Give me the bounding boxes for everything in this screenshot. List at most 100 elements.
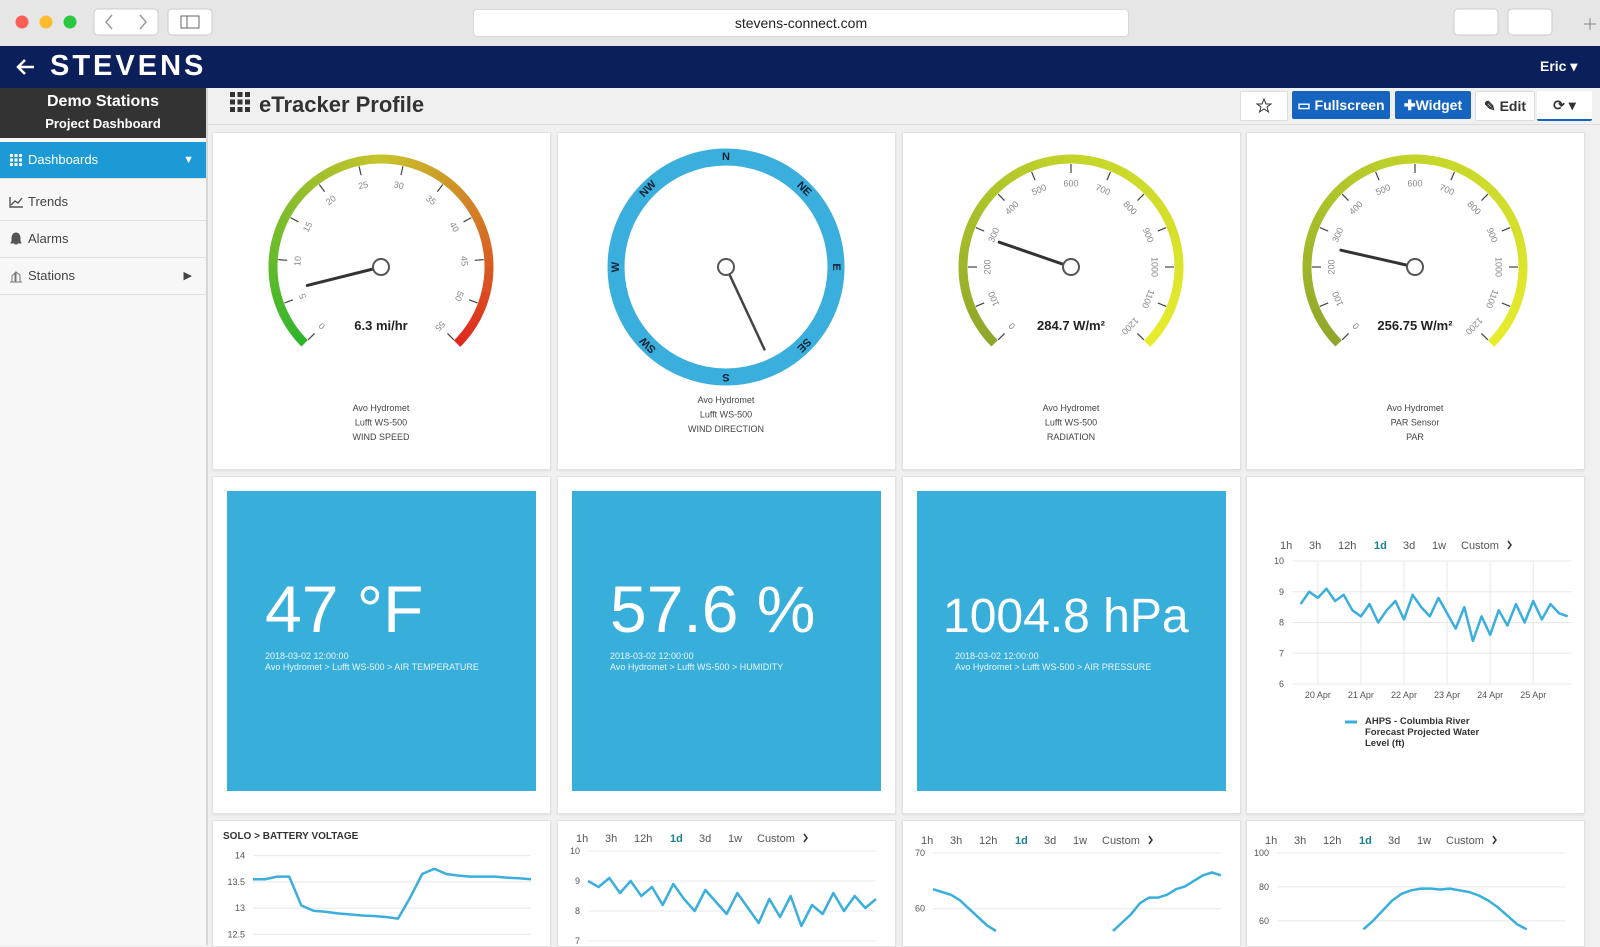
- gauge-arc: [340, 164, 348, 167]
- gauge-tick: [278, 260, 287, 261]
- tile-timestamp: 2018-03-02 12:00:00: [610, 651, 694, 661]
- add-widget-button[interactable]: ✚Widget: [1395, 91, 1471, 119]
- nav-alarms[interactable]: Alarms: [0, 221, 206, 258]
- gauge-arc: [1511, 218, 1515, 226]
- source-line: Lufft WS-500: [1045, 418, 1097, 428]
- range-option[interactable]: 3h: [950, 835, 962, 847]
- nav-trends[interactable]: Trends: [0, 184, 206, 221]
- back-icon[interactable]: [14, 56, 38, 78]
- range-option[interactable]: 1d: [670, 833, 683, 845]
- gauge-arc: [486, 242, 488, 251]
- gauge-tick: [1032, 172, 1035, 180]
- data-line: [253, 869, 531, 919]
- range-option[interactable]: 1w: [1432, 540, 1446, 552]
- gauge-arc: [325, 171, 333, 175]
- gauge-arc: [968, 300, 971, 308]
- refresh-button[interactable]: ⟳ ▾: [1537, 91, 1592, 121]
- gauge-arc: [1497, 330, 1503, 337]
- range-option[interactable]: 12h: [1338, 540, 1356, 552]
- range-option[interactable]: 3h: [605, 833, 617, 845]
- x-tick-label: 25 Apr: [1520, 690, 1546, 700]
- gauge-arc: [1171, 226, 1174, 234]
- source-line: Avo Hydromet: [1387, 403, 1444, 413]
- compass-needle: [726, 267, 765, 350]
- range-option[interactable]: Custom: [757, 833, 795, 845]
- gauge-tick: [469, 300, 477, 303]
- gauge-tick: [1137, 333, 1143, 339]
- fullscreen-button[interactable]: ▭ Fullscreen: [1292, 91, 1390, 119]
- gauge-arc: [364, 159, 373, 160]
- range-option[interactable]: 1d: [1359, 835, 1372, 847]
- gauge-tick-label: 25: [357, 179, 369, 191]
- gauge-tick: [1502, 228, 1510, 231]
- range-option[interactable]: 1d: [1015, 835, 1028, 847]
- range-option[interactable]: 12h: [1323, 835, 1341, 847]
- gauge-arc: [1345, 179, 1352, 184]
- gauge-needle: [1341, 250, 1415, 267]
- gauge-arc: [1015, 171, 1023, 175]
- gauge-arc: [1359, 171, 1367, 175]
- range-option[interactable]: Custom: [1461, 540, 1499, 552]
- range-option[interactable]: Custom: [1102, 835, 1140, 847]
- range-option[interactable]: 1w: [1073, 835, 1087, 847]
- gauge-arc: [1001, 179, 1008, 184]
- y-tick-label: 9: [575, 876, 580, 886]
- range-option[interactable]: 1h: [921, 835, 933, 847]
- user-menu[interactable]: Eric ▾: [1540, 58, 1577, 75]
- gauge-arc: [968, 225, 971, 233]
- source-line: PAR: [1406, 432, 1424, 442]
- gauge-arc: [274, 241, 276, 250]
- range-option[interactable]: 1w: [1417, 835, 1431, 847]
- x-tick-label: 23 Apr: [1434, 690, 1460, 700]
- range-option[interactable]: 12h: [634, 833, 652, 845]
- gauge-arc: [964, 283, 966, 292]
- range-option[interactable]: 3h: [1294, 835, 1306, 847]
- project-title: Demo Stations: [0, 93, 206, 111]
- range-option[interactable]: 3d: [1388, 835, 1400, 847]
- range-option[interactable]: 12h: [979, 835, 997, 847]
- range-option[interactable]: 1h: [1265, 835, 1277, 847]
- nav-dashboards[interactable]: Dashboards▼: [0, 142, 206, 179]
- gauge-tick: [1137, 194, 1143, 200]
- gauge-tick: [1158, 228, 1166, 231]
- range-option[interactable]: 3d: [699, 833, 711, 845]
- source-line: Avo Hydromet: [353, 403, 410, 413]
- favorite-button[interactable]: [1240, 91, 1288, 121]
- gauge-arc: [1328, 197, 1334, 204]
- gauge-arc: [1022, 167, 1030, 171]
- gauge-arc: [289, 323, 294, 330]
- nav-stations[interactable]: Stations▶: [0, 258, 206, 295]
- gauge-needle: [999, 242, 1071, 267]
- range-option[interactable]: 3d: [1044, 835, 1056, 847]
- gauge-arc: [1174, 234, 1176, 243]
- browser-bar: stevens-connect.com: [0, 0, 1600, 47]
- range-option[interactable]: 1w: [728, 833, 742, 845]
- range-option[interactable]: Custom: [1446, 835, 1484, 847]
- range-option[interactable]: 1d: [1374, 540, 1387, 552]
- nav-label: Stations: [28, 268, 75, 283]
- range-option[interactable]: 3h: [1309, 540, 1321, 552]
- range-option[interactable]: 1h: [1280, 540, 1292, 552]
- gauge-tick: [308, 333, 314, 339]
- gauge-arc: [1088, 160, 1097, 162]
- gauge-arc: [468, 323, 473, 330]
- legend-entry[interactable]: AHPS - Columbia River Forecast Projected…: [1365, 716, 1483, 749]
- source-line: WIND SPEED: [352, 432, 410, 442]
- gauge-tick-label: 20: [324, 193, 338, 207]
- gauge-arc: [289, 203, 294, 210]
- gauge-tick-label: 900: [1141, 226, 1156, 244]
- gauge-arc: [1323, 203, 1328, 210]
- gauge-arc: [1167, 308, 1171, 316]
- gauge-arc: [1323, 323, 1328, 330]
- gauge-value-label: 256.75 W/m²: [1377, 318, 1453, 333]
- edit-button[interactable]: ✎ Edit: [1475, 91, 1535, 121]
- range-option[interactable]: 3d: [1403, 540, 1415, 552]
- gauge-tick-label: 400: [1347, 199, 1365, 217]
- x-tick-label: 24 Apr: [1477, 690, 1503, 700]
- range-option[interactable]: 1h: [576, 833, 588, 845]
- compass-hub: [718, 259, 734, 275]
- url-bar[interactable]: stevens-connect.com: [473, 9, 1129, 37]
